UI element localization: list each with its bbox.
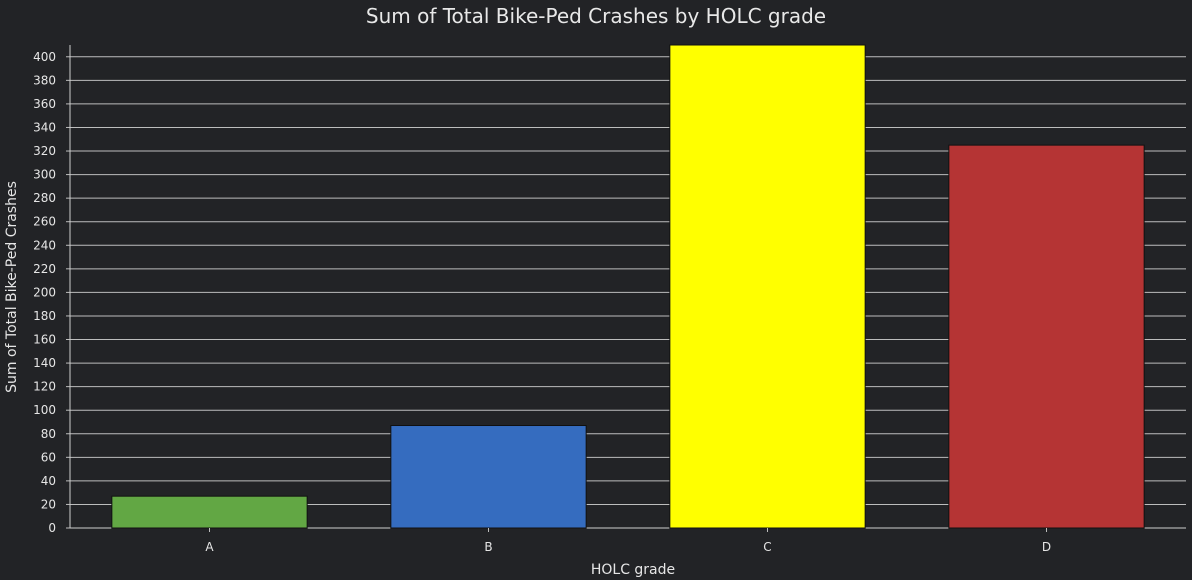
- x-axis-title: HOLC grade: [590, 562, 676, 578]
- y-tick-label: 220: [33, 262, 56, 276]
- y-tick-label: 160: [33, 333, 56, 347]
- y-tick-label: 40: [41, 474, 56, 488]
- y-tick-label: 280: [33, 191, 56, 205]
- y-tick-label: 300: [33, 168, 56, 182]
- y-tick-label: 380: [33, 73, 56, 87]
- x-tick-label: C: [763, 540, 771, 554]
- y-tick-label: 100: [33, 403, 56, 417]
- y-tick-label: 200: [33, 285, 56, 299]
- y-tick-label: 120: [33, 380, 56, 394]
- y-tick-label: 320: [33, 144, 56, 158]
- chart-title: Sum of Total Bike-Ped Crashes by HOLC gr…: [365, 4, 827, 28]
- x-tick-label: A: [205, 540, 214, 554]
- bar-b: [390, 425, 587, 529]
- y-tick-label: 60: [41, 450, 56, 464]
- y-tick-label: 180: [33, 309, 56, 323]
- y-tick-label: 340: [33, 120, 56, 134]
- y-tick-label: 20: [41, 497, 56, 511]
- y-tick-label: 360: [33, 97, 56, 111]
- y-tick-label: 260: [33, 215, 56, 229]
- y-tick-label: 400: [33, 50, 56, 64]
- y-tick-label: 240: [33, 238, 56, 252]
- y-tick-label: 80: [41, 427, 56, 441]
- y-tick-label: 0: [48, 521, 56, 535]
- y-axis-title: Sum of Total Bike-Ped Crashes: [4, 181, 20, 393]
- x-tick-label: B: [484, 540, 492, 554]
- x-tick-label: D: [1042, 540, 1051, 554]
- bar-c: [669, 44, 866, 529]
- bar-a: [111, 495, 308, 529]
- bar-d: [948, 144, 1145, 529]
- y-tick-label: 140: [33, 356, 56, 370]
